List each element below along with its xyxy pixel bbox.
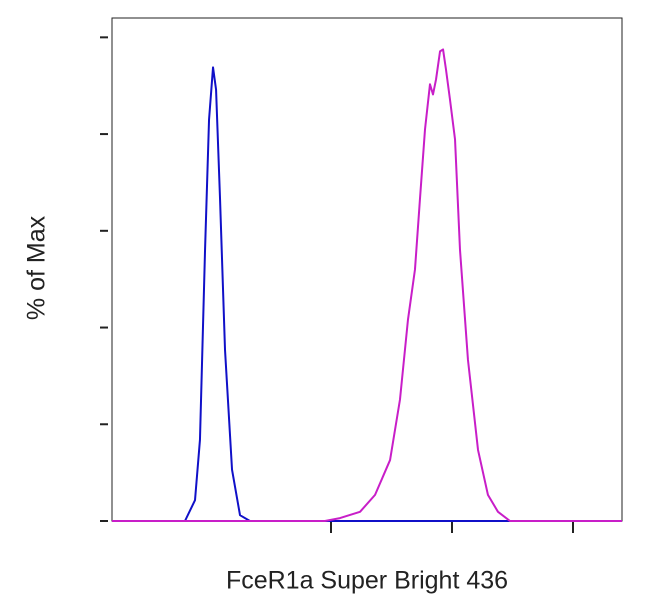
plot-frame — [111, 17, 623, 522]
y-axis-title: % of Max — [23, 215, 51, 320]
histogram-line — [112, 66, 622, 522]
x-axis-title: FceR1a Super Bright 436 — [226, 567, 508, 595]
histogram-line — [112, 48, 622, 522]
